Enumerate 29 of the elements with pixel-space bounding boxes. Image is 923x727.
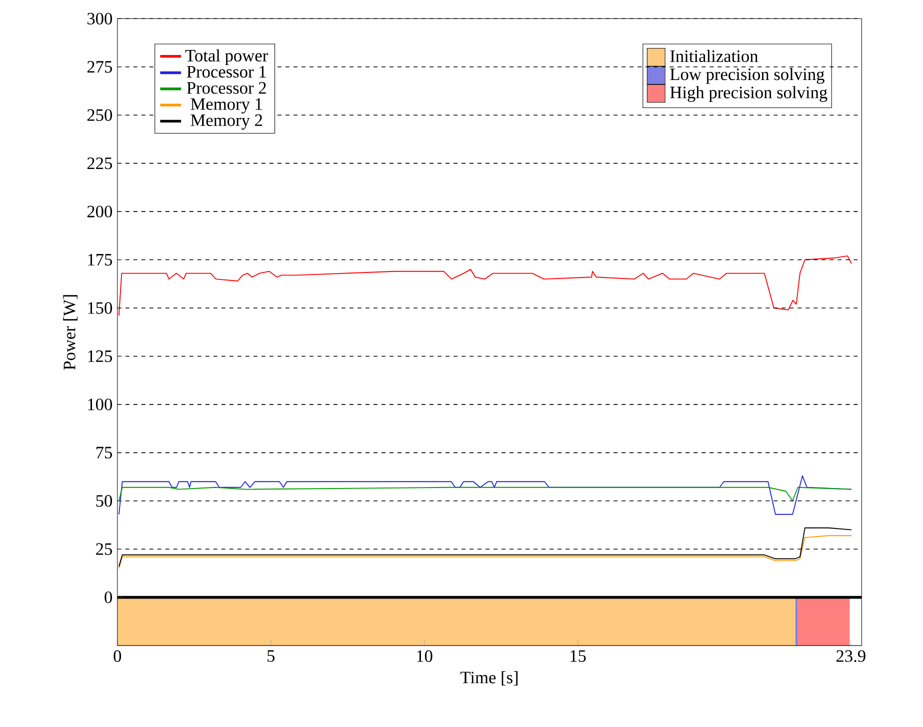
legend-label: Memory 1 — [190, 98, 262, 114]
y-tick-label: 300 — [87, 12, 112, 25]
legend-label: Processor 1 — [186, 66, 266, 78]
x-tick-label: 10 — [417, 650, 432, 662]
line-series — [118, 255, 852, 316]
y-tick-label: 200 — [87, 206, 112, 218]
legend-label: Processor 2 — [186, 82, 266, 94]
legend-label: Initialization — [670, 50, 758, 62]
y-tick-label: 25 — [96, 543, 112, 555]
y-tick-label: 225 — [87, 158, 112, 170]
legend-label: Total power — [185, 49, 268, 66]
x-axis-title: Time [s] — [460, 671, 518, 686]
y-tick-label: 75 — [96, 446, 112, 458]
y-tick-label: 0 — [104, 592, 112, 604]
x-tick-label: 5 — [268, 650, 274, 662]
x-tick-label: 15 — [570, 650, 586, 662]
y-tick-label: 50 — [96, 495, 112, 507]
y-tick-label: 100 — [88, 398, 112, 410]
y-tick-label: 125 — [88, 350, 112, 362]
y-tick-label: 275 — [87, 61, 112, 73]
y-tick-label: 175 — [88, 254, 112, 266]
legend-label: High precision solving — [670, 86, 828, 102]
y-tick-label: 150 — [88, 302, 112, 314]
x-tick-label: 23.9 — [836, 650, 866, 662]
y-axis-title: Power [W] — [63, 295, 78, 370]
x-tick-label: 0 — [114, 650, 122, 662]
legend-label: Low precision solving — [670, 68, 824, 84]
legend-label: Memory 2 — [190, 114, 262, 130]
y-tick-label: 250 — [87, 109, 112, 121]
